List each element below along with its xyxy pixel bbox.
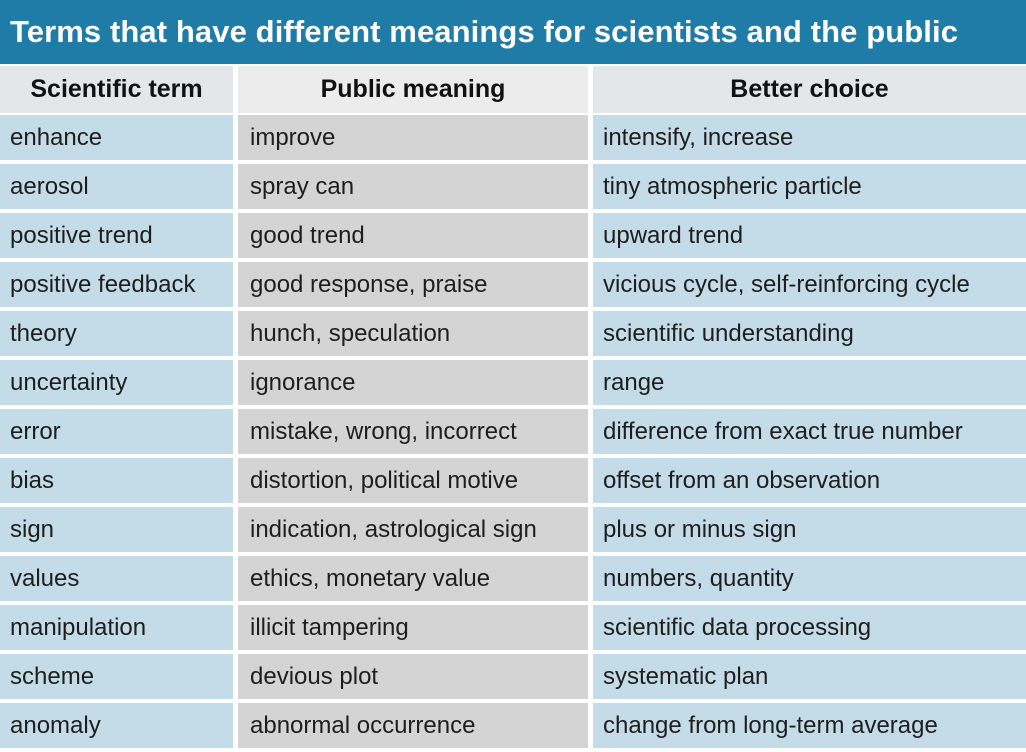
public-meaning-cell: good response, praise: [238, 262, 588, 307]
term-cell: uncertainty: [0, 360, 233, 405]
better-choice-cell: change from long-term average: [593, 703, 1026, 748]
better-choice-cell: range: [593, 360, 1026, 405]
term-cell: theory: [0, 311, 233, 356]
better-choice-cell: tiny atmospheric particle: [593, 164, 1026, 209]
public-meaning-cell: hunch, speculation: [238, 311, 588, 356]
public-meaning-cell: abnormal occurrence: [238, 703, 588, 748]
header-public-meaning: Public meaning: [238, 66, 588, 113]
public-meaning-cell: illicit tampering: [238, 605, 588, 650]
table-row: positive trend good trend upward trend: [0, 213, 1026, 258]
public-meaning-cell: mistake, wrong, incorrect: [238, 409, 588, 454]
table-row: error mistake, wrong, incorrect differen…: [0, 409, 1026, 454]
table-row: enhance improve intensify, increase: [0, 115, 1026, 160]
table-row: manipulation illicit tampering scientifi…: [0, 605, 1026, 650]
table-row: values ethics, monetary value numbers, q…: [0, 556, 1026, 601]
table-row: scheme devious plot systematic plan: [0, 654, 1026, 699]
better-choice-cell: systematic plan: [593, 654, 1026, 699]
public-meaning-cell: improve: [238, 115, 588, 160]
term-cell: values: [0, 556, 233, 601]
term-cell: anomaly: [0, 703, 233, 748]
better-choice-cell: upward trend: [593, 213, 1026, 258]
table-row: theory hunch, speculation scientific und…: [0, 311, 1026, 356]
term-cell: scheme: [0, 654, 233, 699]
header-better-choice: Better choice: [593, 66, 1026, 113]
public-meaning-cell: distortion, political motive: [238, 458, 588, 503]
public-meaning-cell: spray can: [238, 164, 588, 209]
public-meaning-cell: indication, astrological sign: [238, 507, 588, 552]
better-choice-cell: scientific data processing: [593, 605, 1026, 650]
term-cell: sign: [0, 507, 233, 552]
term-cell: enhance: [0, 115, 233, 160]
term-cell: aerosol: [0, 164, 233, 209]
table-row: positive feedback good response, praise …: [0, 262, 1026, 307]
header-scientific-term: Scientific term: [0, 66, 233, 113]
page-title: Terms that have different meanings for s…: [0, 0, 1026, 64]
better-choice-cell: difference from exact true number: [593, 409, 1026, 454]
table-row: sign indication, astrological sign plus …: [0, 507, 1026, 552]
better-choice-cell: plus or minus sign: [593, 507, 1026, 552]
public-meaning-cell: ignorance: [238, 360, 588, 405]
better-choice-cell: numbers, quantity: [593, 556, 1026, 601]
table-row: anomaly abnormal occurrence change from …: [0, 703, 1026, 748]
terms-table: Scientific term Public meaning Better ch…: [0, 66, 1026, 752]
better-choice-cell: scientific understanding: [593, 311, 1026, 356]
term-cell: positive feedback: [0, 262, 233, 307]
term-cell: manipulation: [0, 605, 233, 650]
table-header-row: Scientific term Public meaning Better ch…: [0, 66, 1026, 113]
table-row: bias distortion, political motive offset…: [0, 458, 1026, 503]
public-meaning-cell: good trend: [238, 213, 588, 258]
better-choice-cell: vicious cycle, self-reinforcing cycle: [593, 262, 1026, 307]
term-cell: positive trend: [0, 213, 233, 258]
term-cell: bias: [0, 458, 233, 503]
table-row: uncertainty ignorance range: [0, 360, 1026, 405]
better-choice-cell: offset from an observation: [593, 458, 1026, 503]
public-meaning-cell: ethics, monetary value: [238, 556, 588, 601]
table-row: aerosol spray can tiny atmospheric parti…: [0, 164, 1026, 209]
better-choice-cell: intensify, increase: [593, 115, 1026, 160]
term-cell: error: [0, 409, 233, 454]
public-meaning-cell: devious plot: [238, 654, 588, 699]
